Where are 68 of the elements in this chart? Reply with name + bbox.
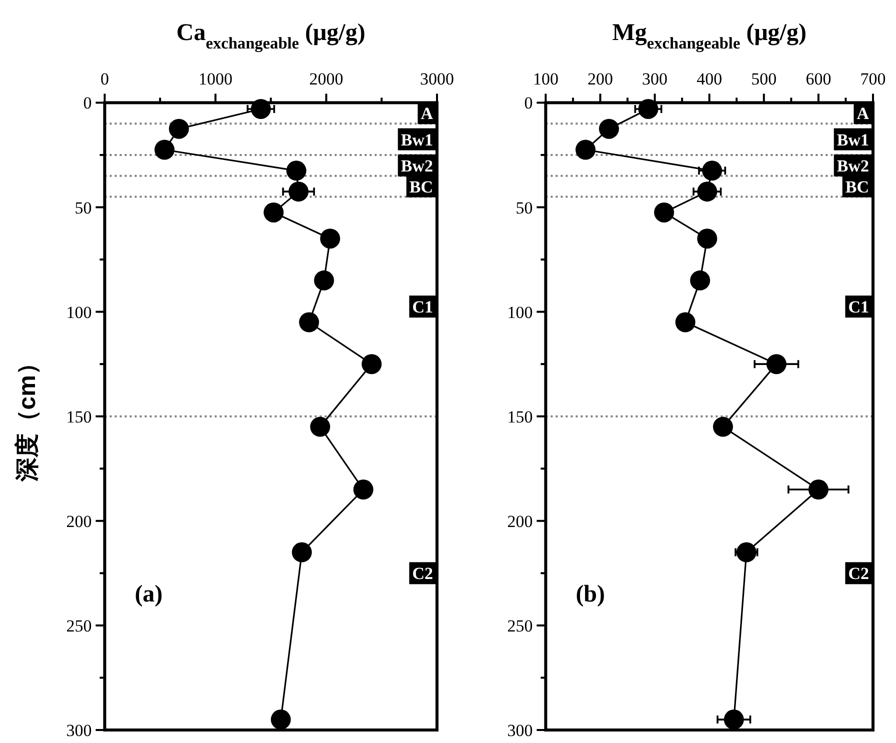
y-tick-label: 300: [66, 721, 92, 740]
annotation: BC: [409, 177, 433, 196]
x-tick-label: 2000: [309, 70, 344, 89]
y-tick-label: 0: [524, 94, 533, 113]
y-tick-label: 250: [66, 616, 92, 636]
x-axis-title: Mg$_{exchangeable}$ (μg/g): [612, 20, 806, 52]
annotation: A: [856, 104, 870, 124]
x-tick-label: 200: [588, 70, 613, 89]
y-tick-label: 300: [507, 721, 533, 740]
point: [286, 160, 306, 181]
y-tick-label: 250: [507, 616, 533, 636]
point: [310, 416, 330, 437]
y-tick-label: 50: [516, 198, 533, 218]
x-axis-title: Ca$_{exchangeable}$ (μg/g): [176, 20, 366, 52]
annotation: C2: [848, 564, 869, 584]
y-tick-label: 150: [507, 407, 533, 426]
point: [314, 270, 334, 290]
x-tick-label: 100: [532, 70, 558, 89]
annotation: C2: [412, 564, 433, 584]
point: [270, 710, 291, 730]
x-tick-label: 3000: [420, 70, 454, 89]
x-tick-label: 1000: [198, 70, 232, 89]
point: [168, 118, 189, 139]
point: [320, 228, 340, 249]
point: [598, 118, 619, 139]
point: [697, 182, 718, 202]
point: [712, 416, 733, 437]
x-tick-label: 600: [806, 70, 832, 89]
annotation: C1: [848, 298, 869, 317]
point: [362, 354, 382, 374]
point: [299, 312, 320, 332]
x-tick-label: 700: [860, 70, 886, 89]
annotation: Bw2: [400, 156, 433, 176]
point: [353, 480, 374, 500]
point: [292, 542, 312, 562]
y-tick-label: 50: [74, 198, 92, 218]
y-tick-label: 150: [66, 407, 92, 426]
point: [154, 140, 175, 160]
x-tick-label: 400: [696, 70, 722, 89]
x-tick-label: 500: [751, 70, 777, 89]
annotation: BC: [845, 177, 869, 196]
point: [736, 542, 756, 562]
point: [675, 312, 696, 332]
y-tick-label: 200: [66, 512, 92, 531]
y-axis-title: 深度（cm）: [14, 351, 41, 483]
x-tick-label: 0: [100, 70, 109, 89]
point: [724, 710, 744, 730]
point: [576, 140, 596, 160]
point: [288, 182, 309, 202]
point: [702, 160, 722, 181]
annotation: (b): [576, 581, 606, 608]
y-tick-label: 200: [507, 512, 533, 531]
annotation: C1: [412, 298, 433, 317]
annotation: A: [420, 104, 434, 124]
annotation: Bw1: [836, 130, 869, 150]
point: [690, 270, 710, 290]
point: [808, 480, 828, 500]
y-tick-label: 100: [66, 302, 92, 322]
x-tick-label: 300: [642, 70, 668, 89]
y-tick-label: 0: [83, 94, 92, 113]
point: [264, 202, 284, 222]
annotation: Bw2: [836, 156, 869, 176]
point: [766, 354, 786, 374]
y-tick-label: 100: [507, 302, 533, 322]
annotation: Bw1: [400, 130, 433, 150]
annotation: (a): [134, 581, 163, 608]
point: [654, 202, 674, 222]
point: [697, 228, 718, 249]
